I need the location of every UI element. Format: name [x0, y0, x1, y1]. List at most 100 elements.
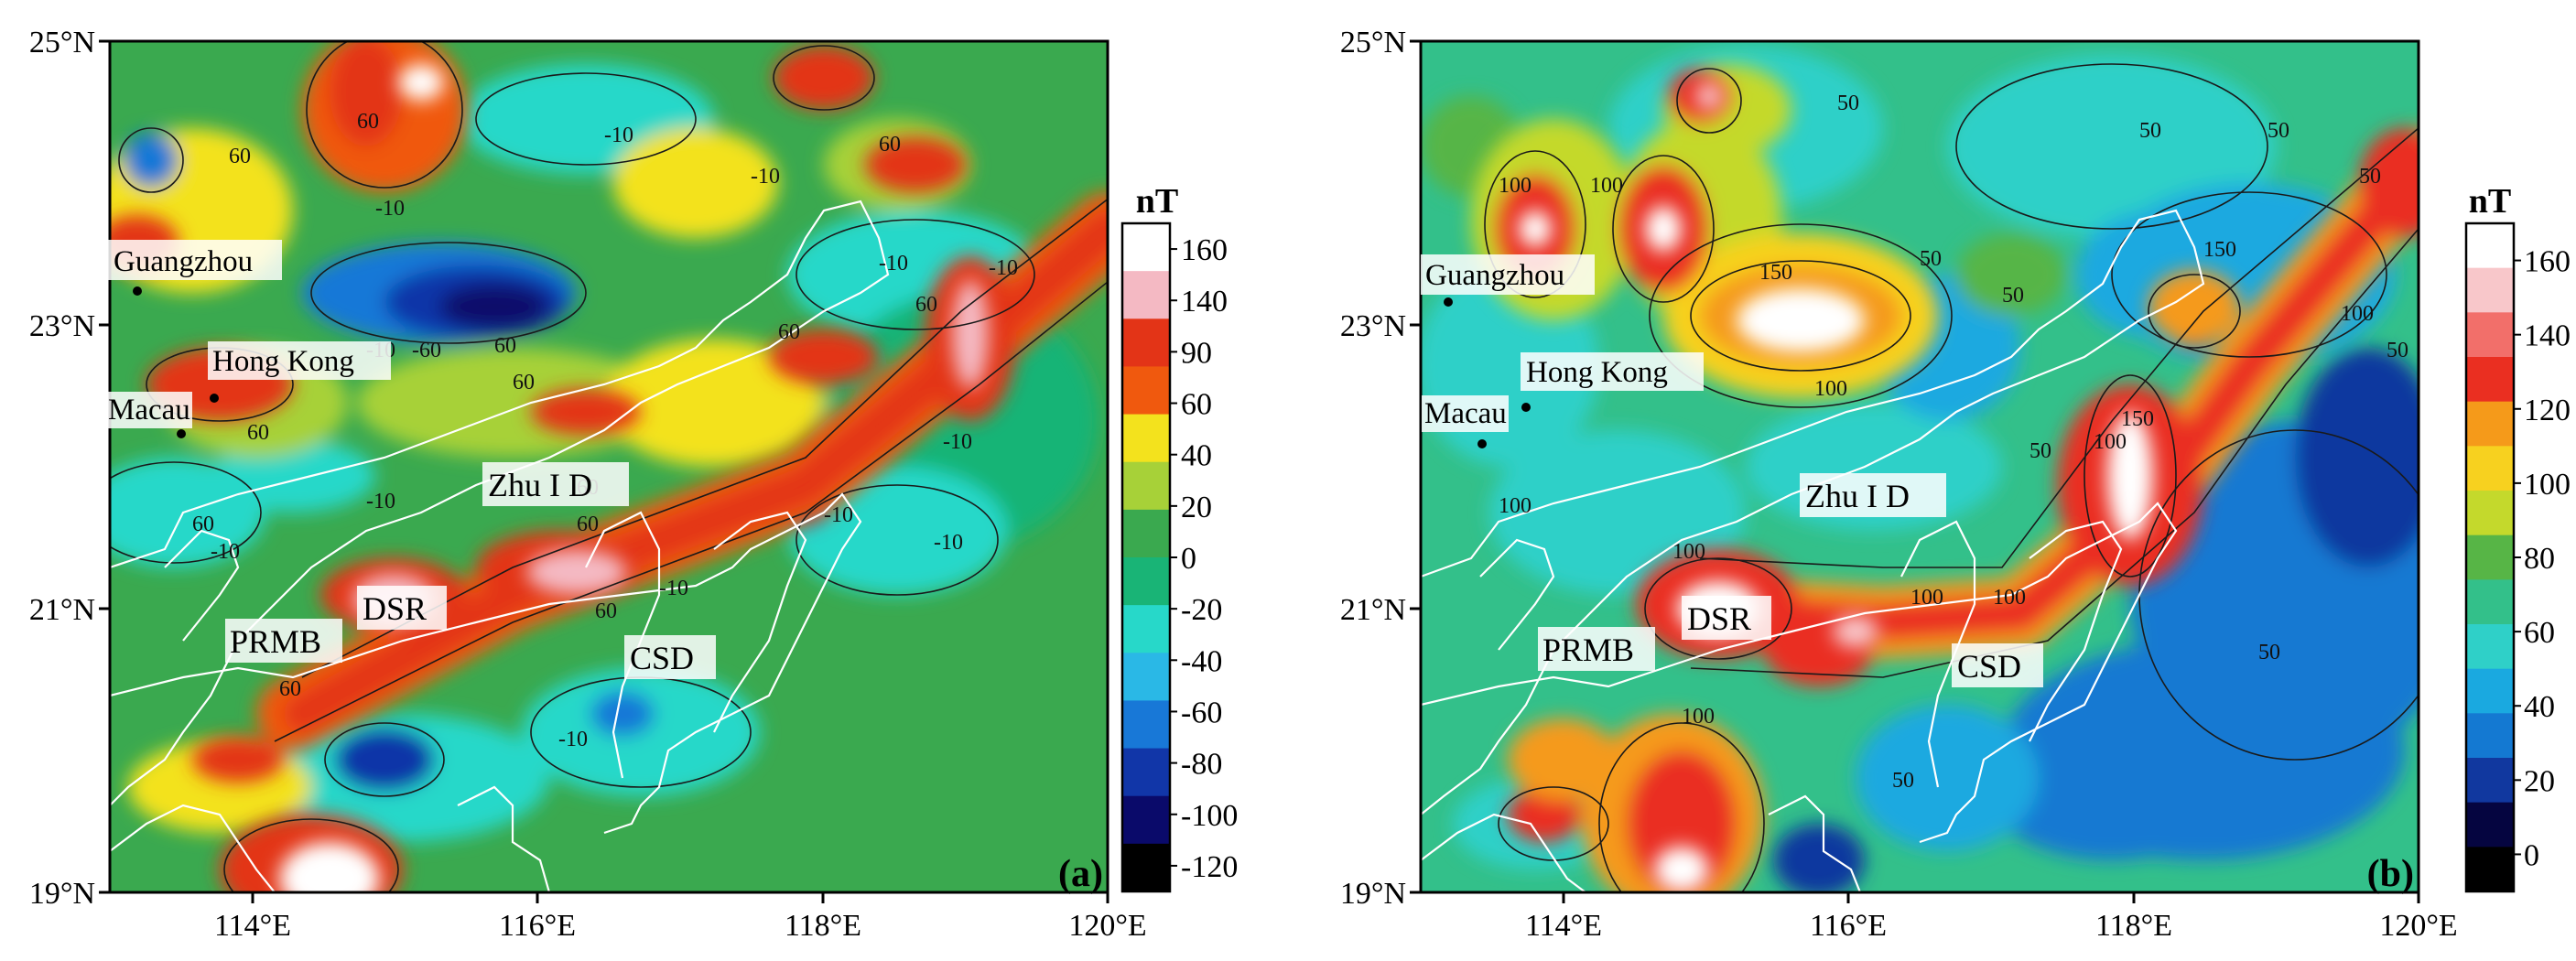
colorbar-tick-label: 40	[2524, 690, 2555, 724]
colorbar-swatch	[1122, 319, 1170, 367]
regions-b: Zhu I D DSR PRMB CSD	[1538, 473, 2043, 687]
region-dsr-label: DSR	[363, 590, 427, 627]
contour-label: 60	[192, 513, 214, 536]
contour-label: -10	[879, 252, 908, 275]
contour-label: 100	[1499, 174, 1532, 198]
contour-label: 100	[1814, 377, 1847, 401]
lon-label-118: 118°E	[2095, 909, 2172, 943]
contour-label: 100	[1590, 174, 1623, 198]
contour-label: -10	[943, 430, 972, 454]
contour-label: -10	[989, 256, 1018, 280]
contour-labels-b: 100 150 100 50 50 50 50 50 100 100 100 1…	[1499, 92, 2408, 793]
contour-label: -10	[366, 490, 395, 513]
contour-label: 100	[1499, 494, 1532, 518]
places-a: Guangzhou Hong Kong Macau	[105, 240, 391, 438]
lat-labels-a: 25°N 23°N 21°N 19°N	[29, 26, 95, 911]
contour-label: 60	[513, 371, 535, 394]
contour-label: 50	[2258, 641, 2280, 664]
colorbar-tick-label: -120	[1181, 850, 1238, 884]
colorbar-swatch	[2466, 491, 2514, 536]
region-boundaries-b	[1421, 209, 2205, 892]
contour-label: 60	[778, 320, 800, 344]
lon-label-120: 120°E	[2379, 909, 2457, 943]
lon-label-114: 114°E	[1525, 909, 1602, 943]
contour-label: -10	[604, 124, 633, 147]
region-prmb-label: PRMB	[1542, 632, 1634, 668]
guangzhou-label: Guangzhou	[1425, 259, 1564, 292]
colorbar-swatch	[2466, 312, 2514, 358]
axis-ticks-a	[99, 39, 1109, 903]
colorbar-swatch	[1122, 605, 1170, 653]
colorbar-tick-label: 20	[1181, 491, 1212, 524]
contour-lines-b	[1484, 63, 2419, 892]
guangzhou-label: Guangzhou	[114, 245, 253, 278]
contour-label: 60	[577, 513, 599, 536]
colorbar-tick-label: 80	[2524, 542, 2555, 576]
lon-label-114: 114°E	[214, 909, 291, 943]
region-zhu-label: Zhu I D	[1805, 478, 1910, 514]
region-csd-label: CSD	[1957, 648, 2021, 685]
contour-label: 50	[2139, 119, 2161, 143]
colorbar-swatch	[1122, 461, 1170, 511]
colorbar-swatch	[1122, 748, 1170, 797]
contour-label: 60	[595, 599, 617, 623]
contour-label: -10	[659, 577, 688, 600]
hongkong-marker	[1521, 403, 1531, 412]
contour-label: 50	[2268, 119, 2289, 143]
colorbar-tick-label: 0	[1181, 542, 1196, 576]
colorbar-swatch	[1122, 843, 1170, 892]
region-dsr-label: DSR	[1687, 600, 1751, 637]
axis-ticks-b	[1410, 39, 2420, 903]
colorbar-swatch	[1122, 366, 1170, 416]
panel-a-svg: 25°N 23°N 21°N 19°N 114°E 116°E 118°E 12…	[29, 26, 1238, 943]
contour-label: 150	[2203, 238, 2236, 262]
contour-label: 50	[2387, 339, 2408, 362]
colorbar-tick-label: 100	[2524, 468, 2571, 502]
anomaly-map-a	[110, 41, 1108, 892]
colorbar-swatch	[2466, 401, 2514, 447]
macau-marker	[177, 429, 186, 438]
region-zhu-label: Zhu I D	[488, 467, 592, 503]
lat-label-23: 23°N	[29, 309, 95, 343]
contour-label: 100	[1993, 586, 2026, 610]
contour-label: -10	[211, 540, 240, 564]
macau-marker	[1477, 439, 1487, 448]
colorbar-swatch	[1122, 700, 1170, 750]
contour-label: -10	[824, 503, 853, 527]
lon-labels-a: 114°E 116°E 118°E 120°E	[214, 909, 1147, 943]
panel-b-svg: 25°N 23°N 21°N 19°N 114°E 116°E 118°E 12…	[1340, 26, 2571, 943]
colorbar-unit-b: nT	[2469, 182, 2511, 221]
colorbar-swatch	[1122, 653, 1170, 701]
lat-label-21: 21°N	[1340, 593, 1406, 627]
contour-lines-a	[110, 41, 1108, 892]
lat-label-23: 23°N	[1340, 309, 1406, 343]
contour-label: -10	[751, 165, 780, 189]
contour-label: 100	[2341, 302, 2374, 326]
colorbar-tick-label: 90	[1181, 336, 1212, 370]
colorbar-tick-label: 140	[2524, 319, 2571, 353]
lon-label-116: 116°E	[499, 909, 576, 943]
colorbar-tick-label: 60	[2524, 616, 2555, 650]
places-b: Guangzhou Hong Kong Macau	[1421, 254, 1704, 448]
contour-label: -10	[934, 531, 963, 555]
colorbar-b: nT 160 140 120 100 80 60 40 20 0	[2464, 182, 2571, 893]
colorbar-swatch	[2466, 847, 2514, 892]
contour-label: 60	[879, 133, 901, 157]
region-boundaries-a	[110, 200, 890, 892]
lat-label-19: 19°N	[29, 877, 95, 911]
contour-label: 100	[1910, 586, 1943, 610]
colorbar-tick-label: -60	[1181, 696, 1222, 729]
panel-a: 25°N 23°N 21°N 19°N 114°E 116°E 118°E 12…	[29, 26, 1238, 943]
macau-label: Macau	[108, 394, 190, 427]
contour-label: 50	[2029, 439, 2051, 463]
contour-label: 50	[2002, 284, 2024, 308]
lat-label-25: 25°N	[1340, 26, 1406, 59]
lon-label-116: 116°E	[1810, 909, 1887, 943]
contour-label: -10	[375, 197, 405, 221]
map-frame-a	[108, 39, 1109, 894]
colorbar-tick-label: 120	[2524, 394, 2571, 427]
colorbar-tick-label: 40	[1181, 439, 1212, 473]
panel-a-letter: (a)	[1058, 853, 1103, 895]
hongkong-label: Hong Kong	[1526, 356, 1668, 389]
contour-label: 60	[247, 421, 269, 445]
